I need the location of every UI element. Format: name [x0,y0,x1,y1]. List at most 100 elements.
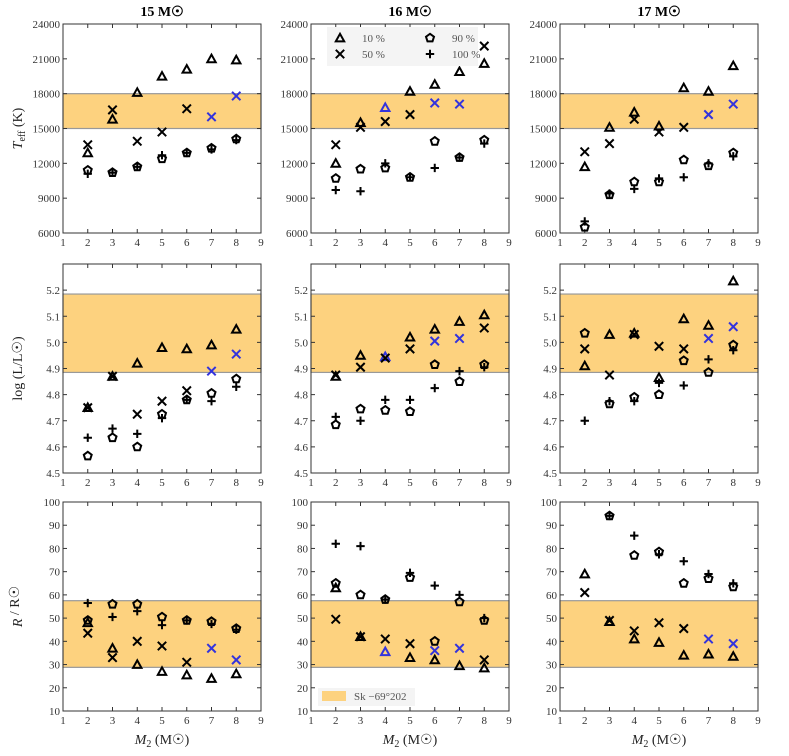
data-point-10pct [106,642,119,653]
x-tick-label: 7 [209,237,215,249]
y-tick-label: 20 [546,683,558,695]
data-point-90pct [579,221,590,232]
x-tick-label: 6 [184,715,190,727]
data-point-100pct [605,511,614,521]
y-tick-label: 90 [546,520,558,532]
data-point-90pct [454,376,465,386]
x-tick-label: 4 [135,477,141,489]
data-point-10pct [354,630,367,642]
x-tick-label: 4 [632,715,638,727]
data-point-50pct [454,643,465,654]
data-point-90pct [404,406,416,416]
y-label-main: log (L/L☉) [11,336,26,401]
y-tick-label: 21000 [281,54,309,66]
data-point-90pct [107,432,118,443]
data-point-10pct [677,649,690,660]
x-tick-label: 3 [110,715,116,727]
x-tick-label: 9 [506,237,512,249]
data-point-90pct [653,389,665,399]
data-point-10pct [578,567,591,579]
data-point-10pct [230,323,243,334]
data-point-10pct [230,53,243,65]
data-point-50pct [654,617,664,628]
observed-band [559,600,759,668]
data-point-100pct [331,539,340,548]
data-point-50pct [355,631,366,642]
x-tick-label: 3 [358,237,364,249]
data-point-100pct [207,396,216,406]
data-point-100pct [405,568,415,578]
y-tick-label: 100 [292,497,309,509]
data-point-90pct [82,614,93,625]
x-tick-label: 8 [482,477,488,489]
data-point-50pct [429,336,440,346]
x-tick-label: 7 [706,715,712,727]
y-tick-label: 30 [297,660,309,672]
data-point-10pct [156,341,168,352]
x-tick-label: 9 [755,477,761,489]
column-title: 15 M☉ [140,5,183,20]
y-tick-label: 40 [297,636,309,648]
x-tick-label: 7 [706,237,712,249]
data-point-100pct [654,550,664,559]
y-axis-label: log (L/L☉) [11,336,26,401]
x-tick-label: 1 [557,237,563,249]
x-tick-label: 9 [258,237,264,249]
data-point-90pct [330,172,341,183]
x-tick-label: 5 [159,715,165,727]
data-point-100pct [405,395,415,405]
data-point-100pct [679,557,688,566]
x-tick-label: 4 [632,237,638,249]
x-tick-label: 3 [607,477,613,489]
data-point-90pct [429,635,440,646]
y-tick-label: 15000 [281,124,309,136]
y-tick-label: 6000 [286,228,309,240]
y-tick-label: 18000 [281,89,309,101]
x-tick-label: 5 [656,715,662,727]
x-tick-label: 2 [582,477,588,489]
data-point-90pct [380,404,391,415]
data-point-50pct [579,146,590,157]
y-tick-label: 80 [49,543,61,555]
x-tick-label: 1 [308,477,314,489]
data-point-100pct [356,416,365,425]
data-point-90pct [82,450,93,461]
data-point-50pct [405,109,415,120]
data-point-50pct [132,409,143,420]
y-tick-label: 4.9 [294,364,308,376]
data-point-100pct [381,595,390,604]
data-point-90pct [653,176,665,187]
observed-band [310,600,510,668]
y-tick-label: 4.9 [543,364,557,376]
data-point-50pct [107,371,118,382]
data-point-10pct [81,401,94,413]
x-tick-label: 6 [432,237,438,249]
data-point-50pct [380,116,391,127]
y-tick-label: 5.2 [46,285,60,297]
data-point-100pct [580,217,589,226]
data-point-100pct [704,355,713,364]
y-tick-label: 9000 [38,193,61,205]
data-point-100pct [182,616,191,625]
column-title: 17 M☉ [637,5,680,20]
data-point-10pct [727,59,740,71]
y-label-sub: eff [17,130,28,142]
data-point-90pct [678,154,689,165]
y-tick-label: 24000 [281,19,309,31]
x-tick-label: 2 [582,237,588,249]
data-point-100pct [580,416,589,425]
y-tick-label: 4.6 [294,442,308,454]
x-tick-label: 3 [358,477,364,489]
data-point-50pct [206,366,217,377]
data-point-10pct [453,65,466,76]
observed-band [62,293,262,374]
data-point-100pct [182,148,191,158]
y-tick-label: 6000 [38,228,61,240]
x-axis-label: M2 (M☉) [382,733,438,750]
data-point-100pct [157,413,167,423]
y-tick-label: 100 [541,497,558,509]
data-point-100pct [654,174,664,183]
data-point-10pct [205,52,218,64]
data-point-50pct [330,139,341,150]
data-point-100pct [83,169,92,178]
